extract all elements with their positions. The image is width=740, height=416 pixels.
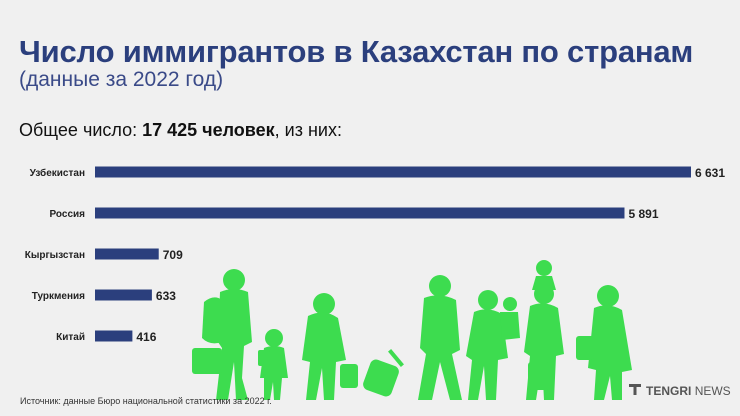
category-label: Туркмения [32,291,85,302]
value-label: 709 [163,248,183,262]
brand-rest: NEWS [694,383,731,398]
bar-chart: Узбекистан 6 631 Россия 5 891 Кыргызстан 709 Т… [25,166,726,344]
value-label: 416 [136,330,156,344]
bar [95,248,159,260]
bar [95,289,152,301]
bar [95,330,133,342]
value-label: 6 631 [695,166,725,180]
value-label: 633 [156,289,176,303]
value-label: 5 891 [628,207,658,221]
tengri-news-logo: TENGRI NEWS [628,382,731,399]
chart-subtitle: (данные за 2022 год) [19,68,224,91]
tengri-logo-icon [628,382,642,399]
total-suffix: , из них: [274,120,342,140]
total-summary: Общее число: 17 425 человек, из них: [19,120,342,141]
category-label: Узбекистан [30,167,85,179]
migrants-silhouettes-illustration [192,260,632,400]
source-note: Источник: данные Бюро национальной стати… [20,396,272,406]
category-label: Китай [56,332,85,343]
chart-title: Число иммигрантов в Казахстан по странам [19,34,694,69]
bar [95,207,625,219]
total-value: 17 425 человек [142,120,275,140]
total-prefix: Общее число: [19,120,143,140]
category-label: Россия [49,209,85,220]
bar [95,166,691,178]
category-label: Кыргызстан [25,250,85,261]
brand-bold: TENGRI [646,383,692,398]
